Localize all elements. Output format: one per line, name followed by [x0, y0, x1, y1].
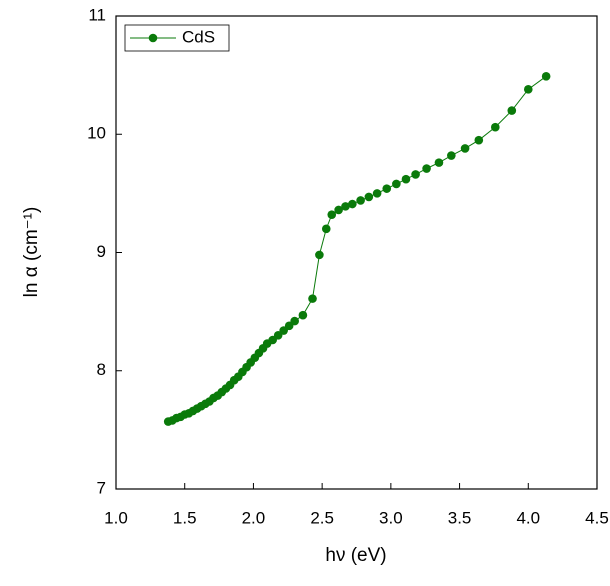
data-point	[392, 179, 401, 189]
data-point	[334, 205, 343, 215]
data-point	[460, 144, 470, 153]
y-tick-label: 9	[97, 242, 106, 261]
data-point	[382, 184, 392, 193]
data-point	[298, 310, 308, 320]
data-point	[356, 196, 365, 205]
y-axis-label: ln α (cm⁻¹)	[21, 207, 42, 298]
data-point	[290, 316, 299, 326]
data-point	[541, 72, 551, 81]
data-point	[321, 224, 331, 234]
x-tick-label: 4.5	[585, 508, 609, 527]
data-point	[341, 202, 350, 211]
data-point	[474, 135, 484, 145]
x-axis-label: hν (eV)	[325, 545, 386, 566]
y-tick-label: 7	[97, 478, 106, 497]
legend-label: CdS	[182, 27, 215, 46]
y-tick-label: 8	[97, 360, 106, 379]
x-tick-label: 4.0	[516, 508, 540, 527]
y-tick-label: 10	[87, 124, 106, 143]
data-point	[372, 189, 382, 198]
data-point	[327, 210, 337, 219]
data-point	[364, 192, 374, 202]
data-point	[507, 106, 517, 115]
data-point	[434, 158, 444, 167]
data-point	[491, 122, 500, 132]
y-tick-label: 11	[88, 5, 106, 24]
x-tick-label: 2.5	[310, 508, 334, 527]
data-point	[523, 85, 533, 94]
data-line	[168, 75, 547, 423]
x-tick-label: 3.0	[379, 508, 403, 527]
x-tick-label: 1.0	[104, 508, 128, 527]
data-point	[308, 294, 317, 303]
data-point	[401, 174, 411, 184]
x-tick-label: 1.5	[173, 508, 197, 527]
data-point	[422, 164, 431, 173]
legend-marker	[148, 33, 158, 43]
data-point	[348, 199, 357, 209]
x-tick-label: 2.0	[242, 508, 266, 527]
data-point	[315, 250, 324, 260]
data-point	[447, 151, 456, 160]
data-point	[411, 170, 420, 179]
x-tick-label: 3.5	[448, 508, 472, 527]
